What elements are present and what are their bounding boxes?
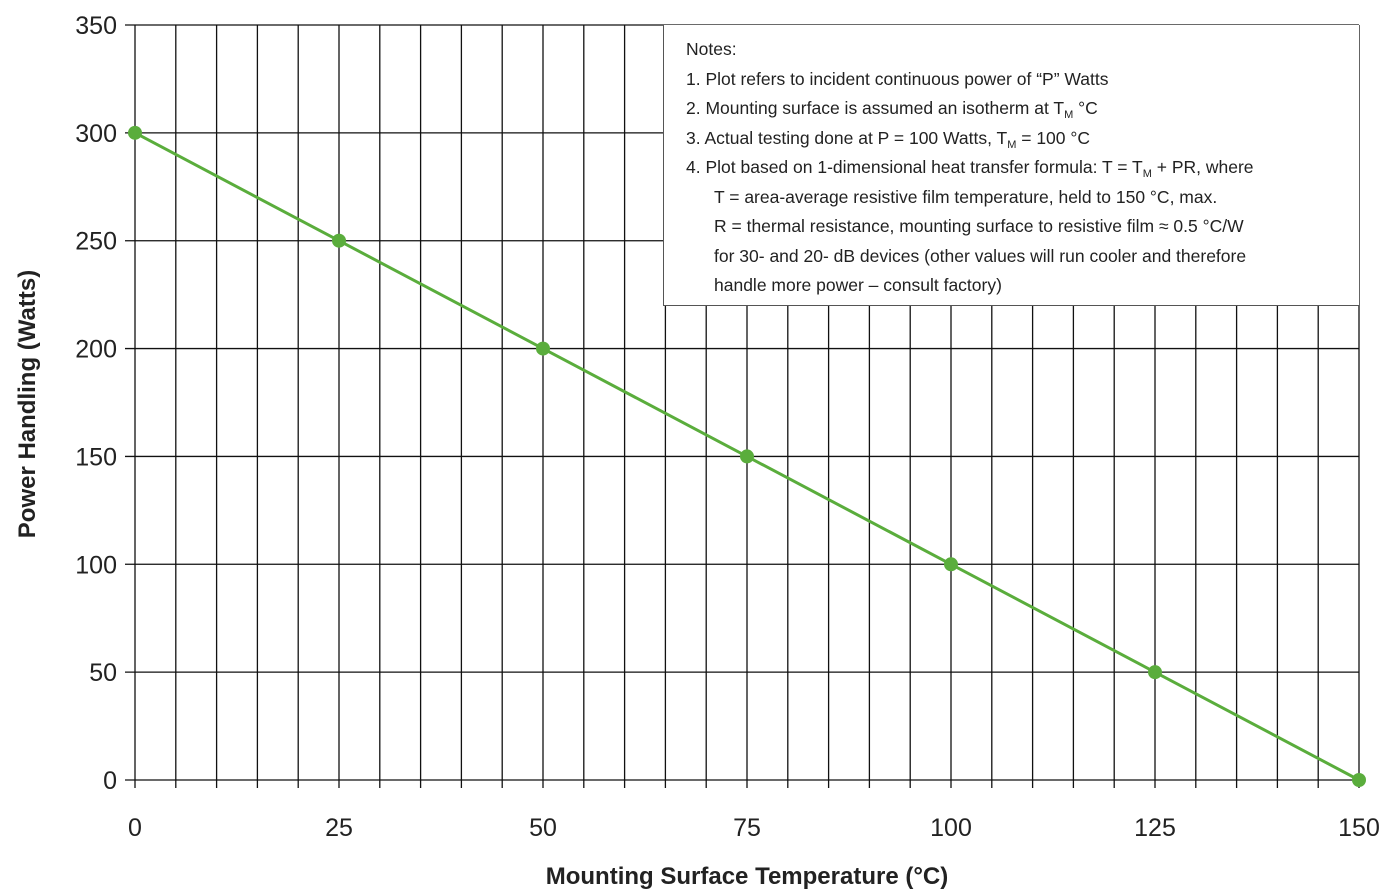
notes-box: Notes: 1. Plot refers to incident contin… [663, 25, 1359, 306]
note-3-text: 3. Actual testing done at P = 100 Watts,… [686, 127, 1008, 148]
note-4-r-continued: for 30- and 20- dB devices (other values… [714, 245, 1247, 266]
x-axis-title: Mounting Surface Temperature (°C) [546, 863, 949, 890]
y-tick-label: 300 [75, 120, 117, 148]
note-3-subscript: M [1007, 138, 1017, 151]
data-point [740, 449, 754, 464]
y-tick-label: 200 [75, 336, 117, 364]
series-layer [128, 125, 1366, 787]
x-tick-labels: 0 25 50 75 100 125 150 [128, 814, 1380, 842]
note-2-unit: °C [1073, 98, 1098, 118]
note-3: 3. Actual testing done at P = 100 Watts,… [686, 124, 1349, 154]
note-2-subscript: M [1064, 109, 1074, 121]
data-point [1148, 665, 1162, 680]
note-4-text: 4. Plot based on 1-dimensional heat tran… [686, 157, 1143, 177]
x-tick-label: 0 [128, 814, 142, 842]
data-point [536, 341, 550, 356]
data-point [944, 557, 958, 572]
note-4-r-definition: R = thermal resistance, mounting surface… [714, 216, 1244, 236]
note-4-formula: + PR, where [1151, 157, 1254, 177]
x-tick-label: 100 [930, 814, 972, 842]
x-tick-label: 75 [733, 814, 761, 842]
data-point [128, 125, 142, 140]
note-4-subscript: M [1142, 168, 1152, 180]
x-tick-label: 125 [1134, 814, 1176, 842]
x-tick-label: 50 [529, 814, 557, 842]
note-4-r-end: handle more power – consult factory) [714, 275, 1002, 295]
note-2-text: 2. Mounting surface is assumed an isothe… [686, 98, 1065, 118]
note-1: 1. Plot refers to incident continuous po… [686, 68, 1109, 89]
y-tick-label: 150 [75, 443, 117, 471]
note-3-value: = 100 °C [1016, 127, 1091, 148]
data-point [1352, 773, 1366, 787]
y-tick-label: 0 [103, 767, 117, 795]
x-tick-label: 25 [325, 814, 353, 842]
y-tick-label: 250 [75, 228, 117, 256]
note-2: 2. Mounting surface is assumed an isothe… [686, 94, 1349, 124]
note-4-t-definition: T = area-average resistive film temperat… [714, 186, 1218, 207]
x-tick-label: 150 [1338, 814, 1380, 842]
note-4: 4. Plot based on 1-dimensional heat tran… [686, 153, 1349, 183]
data-point [332, 233, 346, 248]
notes-heading: Notes: [686, 39, 737, 59]
y-tick-label: 350 [75, 12, 117, 40]
y-tick-label: 100 [75, 551, 117, 579]
y-axis-title: Power Handling (Watts) [14, 270, 41, 538]
y-tick-labels: 0 50 100 150 200 250 300 350 [75, 12, 117, 795]
y-tick-label: 50 [89, 659, 117, 687]
